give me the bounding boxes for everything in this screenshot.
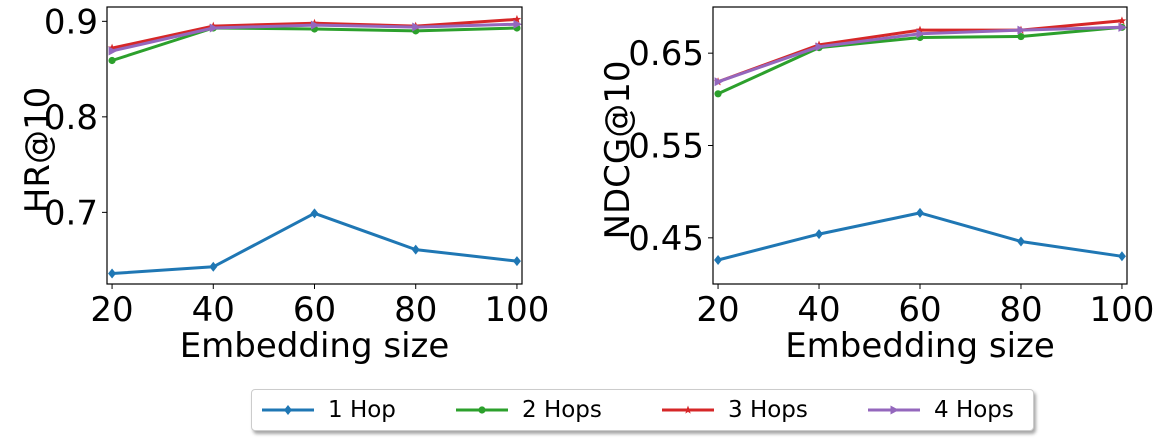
x-tick-label-100: 100 <box>1089 290 1154 330</box>
data-point-3-hops-20 <box>107 43 117 52</box>
x-tick-label-40: 40 <box>797 290 840 330</box>
legend-item-2-hops: 2 Hops <box>454 390 602 430</box>
data-point-4-hops-20 <box>108 46 118 56</box>
data-point-1-hop-100 <box>512 256 521 267</box>
legend-label-4-hops: 4 Hops <box>934 397 1014 423</box>
data-point-2-hops-20 <box>714 90 722 98</box>
data-point-1-hop-80 <box>1016 236 1025 247</box>
legend-marker-3-hops <box>662 405 714 414</box>
legend-item-1-hop: 1 Hop <box>260 390 396 430</box>
chart-panel-1: 20 40 60 80 100 0.9 0.8 0.7 Embedding size HR@10 <box>18 2 549 366</box>
series-1-hop <box>714 207 1126 265</box>
data-point-3-hops-60 <box>915 25 925 34</box>
x-axis-label: Embedding size <box>785 326 1055 366</box>
chart-panel-2: 20 40 60 80 100 0.65 0.55 0.45 Embedding size NDC… <box>598 6 1154 366</box>
legend: 1 Hop 2 Hops 3 Hops 4 Hops <box>251 389 1034 431</box>
legend-label-3-hops: 3 Hops <box>728 397 808 423</box>
data-point-4-hops-60 <box>916 29 925 39</box>
data-point-1-hop-20 <box>714 254 723 265</box>
y-tick-label-0-9: 0.9 <box>44 2 98 42</box>
y-tick-label-0-45: 0.45 <box>628 219 704 259</box>
series-line-2-hops <box>111 26 517 62</box>
data-point-1-hop-60 <box>916 207 924 218</box>
series-4-hops <box>108 19 522 56</box>
data-point-3-hops-100 <box>512 14 522 24</box>
series-line-1-hop <box>717 211 1123 262</box>
x-tick-label-20: 20 <box>696 290 739 330</box>
data-point-1-hop-40 <box>815 229 824 240</box>
data-point-4-hops-40 <box>209 23 219 33</box>
x-tick-label-80: 80 <box>394 290 437 330</box>
legend-marker-shape-1-hop <box>284 405 292 415</box>
legend-marker-1-hop <box>262 405 314 415</box>
data-point-4-hops-80 <box>1017 25 1026 35</box>
series-4-hops <box>714 22 1127 87</box>
x-tick-label-60: 60 <box>898 290 941 330</box>
data-point-1-hop-20 <box>108 268 117 279</box>
legend-marker-shape-2-hops <box>478 406 486 414</box>
data-point-4-hops-60 <box>311 20 320 30</box>
y-tick-label-0-65: 0.65 <box>628 34 704 74</box>
legend-marker-2-hops <box>456 406 508 414</box>
series-3-hops <box>713 16 1127 86</box>
data-point-4-hops-40 <box>815 42 825 52</box>
y-tick-label-0-8: 0.8 <box>44 98 98 138</box>
plot-frame <box>712 6 1128 285</box>
data-point-1-hop-100 <box>1117 251 1126 262</box>
y-tick-label-0-7: 0.7 <box>44 193 98 233</box>
legend-label-1-hop: 1 Hop <box>328 397 396 423</box>
series-2-hops <box>108 24 521 65</box>
data-point-1-hop-40 <box>209 261 218 272</box>
data-point-1-hop-80 <box>411 244 420 255</box>
data-point-2-hops-20 <box>108 56 116 65</box>
data-point-3-hops-100 <box>1117 16 1127 25</box>
x-tick-label-100: 100 <box>484 290 549 330</box>
data-point-2-hops-80 <box>1017 32 1025 41</box>
x-tick-label-20: 20 <box>90 290 133 330</box>
y-tick-label-0-55: 0.55 <box>628 127 704 167</box>
x-tick-label-80: 80 <box>999 290 1042 330</box>
legend-marker-shape-3-hops <box>683 405 693 414</box>
y-axis-label: NDCG@10 <box>598 61 638 240</box>
data-point-4-hops-100 <box>1118 22 1127 32</box>
legend-label-2-hops: 2 Hops <box>522 397 602 423</box>
plot-frame <box>106 6 523 285</box>
legend-marker-4-hops <box>868 405 920 415</box>
series-1-hop <box>108 208 521 279</box>
data-point-4-hops-100 <box>513 19 522 29</box>
data-point-1-hop-60 <box>310 208 319 219</box>
data-point-4-hops-20 <box>714 77 724 87</box>
legend-marker-shape-4-hops <box>890 405 899 415</box>
x-axis-label: Embedding size <box>180 326 450 366</box>
y-axis-label: HR@10 <box>18 87 58 213</box>
x-tick-label-60: 60 <box>293 290 336 330</box>
data-point-4-hops-80 <box>412 22 421 32</box>
series-line-1-hop <box>112 211 518 275</box>
series-3-hops <box>107 14 522 52</box>
legend-item-3-hops: 3 Hops <box>660 390 808 430</box>
x-tick-label-40: 40 <box>192 290 235 330</box>
legend-item-4-hops: 4 Hops <box>866 390 1014 430</box>
